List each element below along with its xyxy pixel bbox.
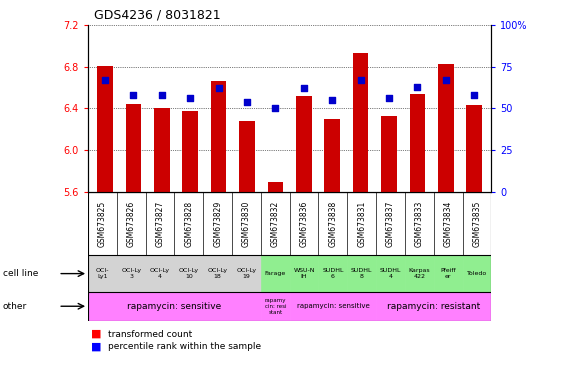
Text: GSM673830: GSM673830 — [242, 200, 251, 247]
Text: GSM673829: GSM673829 — [213, 200, 222, 247]
Text: other: other — [3, 302, 27, 311]
Bar — [154, 108, 170, 192]
Bar — [174, 255, 203, 292]
Bar — [268, 182, 283, 192]
Text: GSM673838: GSM673838 — [328, 200, 337, 247]
Text: SUDHL
8: SUDHL 8 — [351, 268, 373, 279]
Point — [356, 77, 365, 83]
Bar — [438, 64, 454, 192]
Text: GSM673827: GSM673827 — [156, 200, 165, 247]
Bar — [381, 116, 397, 192]
Text: GSM673836: GSM673836 — [299, 200, 308, 247]
Text: SUDHL
4: SUDHL 4 — [380, 268, 401, 279]
Text: rapamy
cin: resi
stant: rapamy cin: resi stant — [265, 298, 286, 314]
Text: rapamycin: sensitive: rapamycin: sensitive — [296, 303, 369, 309]
Point — [441, 77, 450, 83]
Text: GSM673835: GSM673835 — [473, 200, 482, 247]
Text: percentile rank within the sample: percentile rank within the sample — [108, 342, 261, 351]
Text: Karpas
422: Karpas 422 — [408, 268, 430, 279]
Bar — [97, 66, 113, 192]
Text: GSM673833: GSM673833 — [415, 200, 424, 247]
Text: GDS4236 / 8031821: GDS4236 / 8031821 — [94, 8, 220, 21]
Text: ■: ■ — [91, 342, 101, 352]
Bar — [347, 255, 376, 292]
Point — [214, 85, 223, 91]
Text: OCI-Ly
19: OCI-Ly 19 — [236, 268, 257, 279]
Text: GSM673825: GSM673825 — [98, 200, 107, 247]
Bar — [376, 255, 405, 292]
Text: OCI-Ly
10: OCI-Ly 10 — [179, 268, 199, 279]
Bar — [117, 255, 145, 292]
Point — [157, 92, 166, 98]
Bar — [353, 53, 369, 192]
Text: cell line: cell line — [3, 269, 38, 278]
Text: GSM673831: GSM673831 — [357, 200, 366, 247]
Bar — [296, 96, 312, 192]
Text: SUDHL
6: SUDHL 6 — [322, 268, 344, 279]
Bar — [405, 255, 434, 292]
Bar — [290, 255, 319, 292]
Bar — [182, 111, 198, 192]
Text: rapamycin: sensitive: rapamycin: sensitive — [127, 302, 222, 311]
Bar — [88, 255, 117, 292]
Text: ■: ■ — [91, 329, 101, 339]
Bar — [376, 292, 491, 321]
Bar — [434, 255, 462, 292]
Text: GSM673826: GSM673826 — [127, 200, 136, 247]
Bar — [232, 255, 261, 292]
Point — [328, 97, 337, 103]
Point — [271, 106, 280, 112]
Text: OCI-
Ly1: OCI- Ly1 — [95, 268, 109, 279]
Point — [186, 95, 195, 101]
Text: GSM673837: GSM673837 — [386, 200, 395, 247]
Point — [470, 92, 479, 98]
Bar — [261, 255, 290, 292]
Text: OCI-Ly
4: OCI-Ly 4 — [150, 268, 170, 279]
Bar — [290, 292, 376, 321]
Point — [243, 99, 252, 105]
Text: Pfeiff
er: Pfeiff er — [440, 268, 456, 279]
Point — [299, 85, 308, 91]
Text: Toledo: Toledo — [467, 271, 487, 276]
Point — [385, 95, 394, 101]
Bar — [466, 105, 482, 192]
Text: OCI-Ly
18: OCI-Ly 18 — [207, 268, 228, 279]
Point — [413, 84, 422, 90]
Point — [101, 77, 110, 83]
Text: GSM673832: GSM673832 — [271, 200, 280, 247]
Bar — [319, 255, 347, 292]
Text: OCI-Ly
3: OCI-Ly 3 — [121, 268, 141, 279]
Text: GSM673834: GSM673834 — [444, 200, 453, 247]
Text: WSU-N
IH: WSU-N IH — [293, 268, 315, 279]
Bar — [145, 255, 174, 292]
Text: transformed count: transformed count — [108, 329, 192, 339]
Bar — [203, 255, 232, 292]
Text: GSM673828: GSM673828 — [185, 200, 193, 247]
Bar — [261, 292, 290, 321]
Bar — [88, 292, 261, 321]
Bar — [324, 119, 340, 192]
Bar — [126, 104, 141, 192]
Bar — [239, 121, 255, 192]
Bar — [211, 81, 227, 192]
Point — [129, 92, 138, 98]
Bar — [410, 94, 425, 192]
Text: rapamycin: resistant: rapamycin: resistant — [387, 302, 481, 311]
Bar — [462, 255, 491, 292]
Text: Farage: Farage — [265, 271, 286, 276]
